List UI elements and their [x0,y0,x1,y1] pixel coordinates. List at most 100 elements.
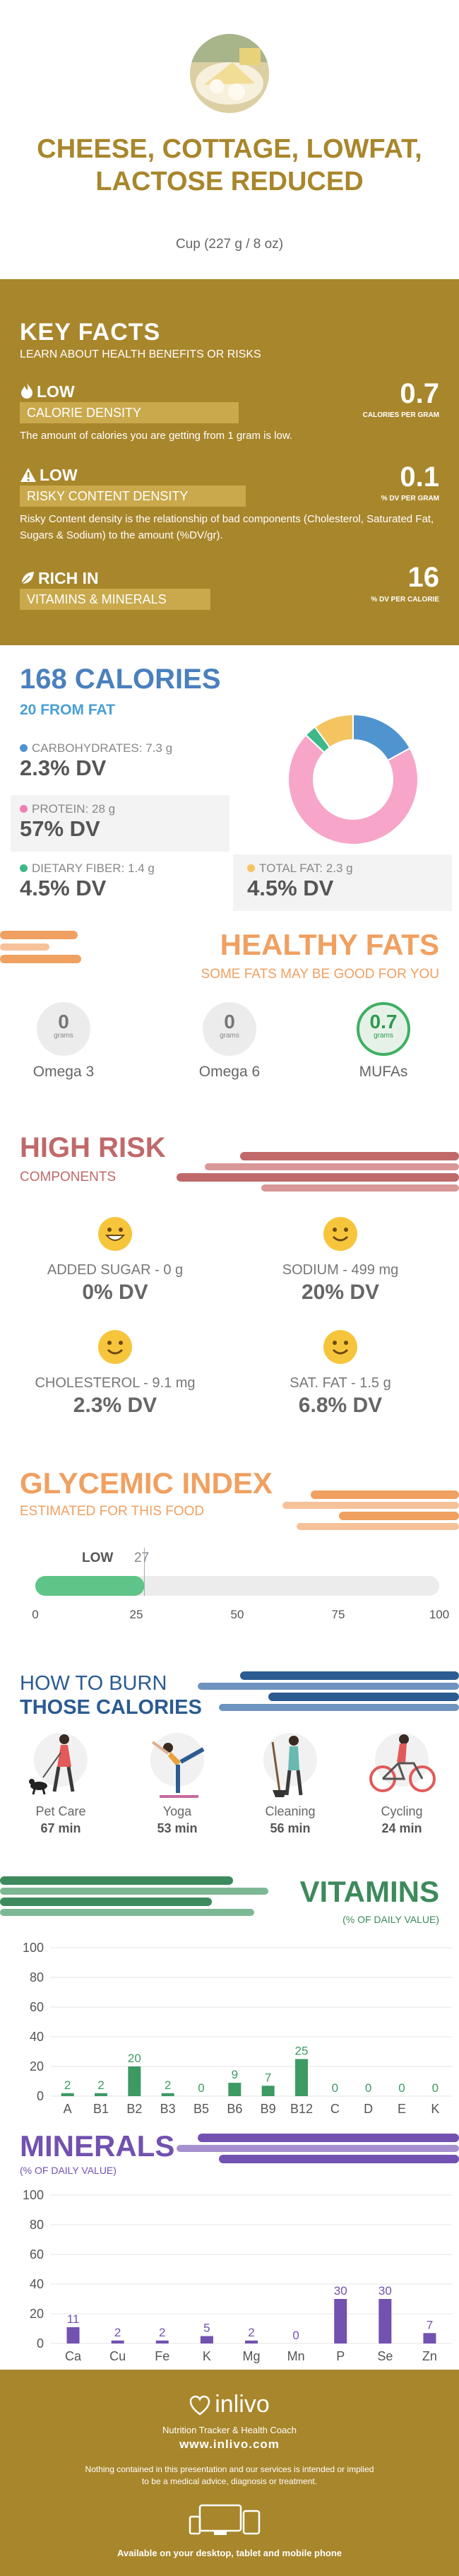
disclaimer-line2: to be a medical advice, diagnosis or tre… [141,2476,318,2486]
sat-fat-label: SAT. FAT - 1.5 g [290,1375,391,1391]
bar-Fe [155,2340,169,2343]
bar-B12 [295,2059,308,2096]
decorative-stripes [177,1152,459,1192]
omega6-circle: 0 grams [203,1002,256,1056]
decorative-stripes [177,2134,459,2163]
risky-content-level: LOW [20,466,78,487]
vitamins-minerals-unit: % DV PER CALORIE [371,596,439,604]
omega3-circle: 0 grams [37,1002,90,1056]
bar-value-label: 5 [203,2322,210,2335]
fiber-dv: 4.5% DV [20,876,107,900]
decorative-stripes [0,931,81,963]
added-sugar-dv: 0% DV [82,1281,148,1304]
x-tick-label: P [336,2349,345,2363]
vitamins-minerals-level: RICH IN [20,569,99,590]
carbohydrates-dv: 2.3% DV [20,755,107,780]
bar-value-label: 20 [128,2052,141,2065]
bar-value-label: 7 [427,2318,433,2331]
bicycle-icon [363,1728,441,1802]
cycling-minutes: 24 min [381,1821,422,1835]
y-tick-label: 20 [30,2059,44,2074]
bar-K [200,2336,213,2343]
dog-walking-icon [22,1728,100,1802]
heart-icon [189,2395,210,2420]
bar-Mg [245,2340,258,2343]
website-link[interactable]: www.inlivo.com [179,2437,280,2451]
bar-A [61,2093,74,2096]
bar-value-label: 11 [67,2312,80,2326]
y-tick-label: 100 [23,2188,44,2202]
glycemic-subtitle: ESTIMATED FOR THIS FOOD [20,1504,205,1519]
calorie-density-bar: CALORIE DENSITY [20,402,239,423]
protein-highlight [11,795,230,852]
warning-icon [20,467,37,487]
glycemic-tick: 75 [332,1608,345,1621]
bar-value-label: 2 [97,2078,104,2092]
fat-dot [247,864,255,872]
x-tick-label: B5 [193,2102,209,2116]
omega3-label: Omega 3 [32,1064,95,1080]
y-tick-label: 60 [30,2247,44,2262]
glycemic-tick: 50 [231,1608,244,1621]
sodium-label: SODIUM - 499 mg [282,1262,399,1278]
leaf-icon [20,570,35,590]
y-tick-label: 0 [37,2336,44,2351]
glycemic-tick: 0 [32,1608,38,1621]
bar-value-label: 0 [398,2081,405,2095]
decorative-stripes [282,1490,459,1530]
disclaimer-line1: Nothing contained in this presentation a… [85,2464,374,2474]
bar-B6 [228,2083,242,2096]
high-risk-subtitle: COMPONENTS [20,1170,117,1184]
glycemic-tick: 100 [429,1608,449,1621]
bar-value-label: 2 [159,2326,165,2339]
x-tick-label: D [364,2102,373,2116]
x-tick-label: A [64,2102,72,2116]
smile-face-icon [323,1217,357,1251]
vitamins-bar-chart: 0204060801002A2B120B22B30B59B67B925B120C… [23,1941,452,2116]
serving-size: Cup (227 g / 8 oz) [175,237,284,252]
risky-content-unit: % DV PER GRAM [381,495,439,502]
yoga-label: Yoga [162,1804,192,1818]
minerals-title: MINERALS [20,2129,175,2163]
calories-from-fat: 20 FROM FAT [20,702,115,718]
glycemic-level: LOW [82,1551,113,1565]
food-title: CHEESE, COTTAGE, LOWFAT, LACTOSE REDUCED [37,134,422,196]
calorie-density-description: The amount of calories you are getting f… [20,430,293,442]
bar-value-label: 25 [295,2045,309,2058]
inlivo-logo[interactable]: inlivo [0,2391,459,2420]
bar-B9 [261,2086,275,2096]
y-tick-label: 60 [30,2000,44,2014]
bar-value-label: 0 [292,2329,299,2342]
burn-calories-section: HOW TO BURN THOSE CALORIES Pet Care 67 m… [0,1671,459,1875]
fiber-stat: DIETARY FIBER: 1.4 g 4.5% DV [20,861,155,900]
healthy-fats-title: HEALTHY FATS [220,928,439,961]
bar-value-label: 2 [248,2326,254,2339]
x-tick-label: Mg [242,2349,260,2363]
fat-stat: TOTAL FAT: 2.3 g 4.5% DV [247,861,353,900]
added-sugar-label: ADDED SUGAR - 0 g [47,1262,184,1278]
cleaning-minutes: 56 min [270,1821,311,1835]
vitamins-minerals-bar: VITAMINS & MINERALS [20,589,210,610]
y-tick-label: 0 [37,2089,44,2103]
healthy-fats-section: HEALTHY FATS SOME FATS MAY BE GOOD FOR Y… [0,928,459,1131]
mufas-circle: 0.7 grams [357,1002,410,1056]
calories-title: 168 CALORIES [20,664,221,695]
bar-value-label: 2 [114,2326,121,2339]
x-tick-label: B6 [227,2102,242,2116]
x-tick-label: Mn [287,2349,305,2363]
x-tick-label: B2 [126,2102,142,2116]
flame-icon [20,382,34,404]
risky-content-bar: RISKY CONTENT DENSITY [20,486,246,507]
calories-section: 168 CALORIES 20 FROM FAT CARBOHYDRATES: … [0,645,459,928]
calorie-density-level: LOW [20,382,75,404]
bar-Ca [66,2327,80,2343]
vitamins-section: VITAMINS (% OF DAILY VALUE) 0 20 40 60 80 100… [0,1875,459,2129]
glycemic-gauge: LOW 27 0 25 50 75 100 [32,1548,449,1621]
y-tick-label: 40 [30,2030,44,2044]
bar-value-label: 30 [378,2284,392,2298]
key-facts-title: KEY FACTS [20,319,161,346]
bar-value-label: 2 [165,2078,171,2092]
bar-value-label: 30 [334,2284,347,2298]
pet-care-minutes: 67 min [40,1821,81,1835]
bar-B2 [128,2066,141,2096]
